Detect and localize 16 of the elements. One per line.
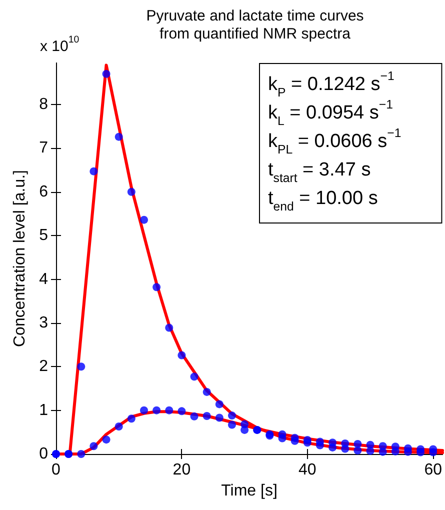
y-tick-label: 2	[39, 358, 48, 376]
x-axis-title: Time [s]	[221, 482, 278, 500]
chart-title: Pyruvate and lactate time curves from quantified NMR spectra	[146, 8, 364, 42]
y-tick-label: 4	[39, 270, 48, 288]
x-tick-label: 20	[172, 462, 191, 478]
y-tick-label: 3	[39, 314, 48, 332]
y-tick-label: 7	[39, 140, 48, 157]
y-tick-label: 5	[39, 227, 48, 244]
y-tick-label: 0	[39, 446, 48, 462]
y-tick-label: 8	[39, 96, 48, 114]
x-tick-label: 60	[424, 462, 442, 478]
y-tick-label: 6	[39, 183, 48, 200]
y-tick-label: 1	[39, 402, 48, 419]
y-axis-title: Concentration level [a.u.]	[12, 170, 28, 347]
x-tick-label: 0	[52, 462, 61, 478]
x-tick-label: 40	[298, 462, 316, 478]
